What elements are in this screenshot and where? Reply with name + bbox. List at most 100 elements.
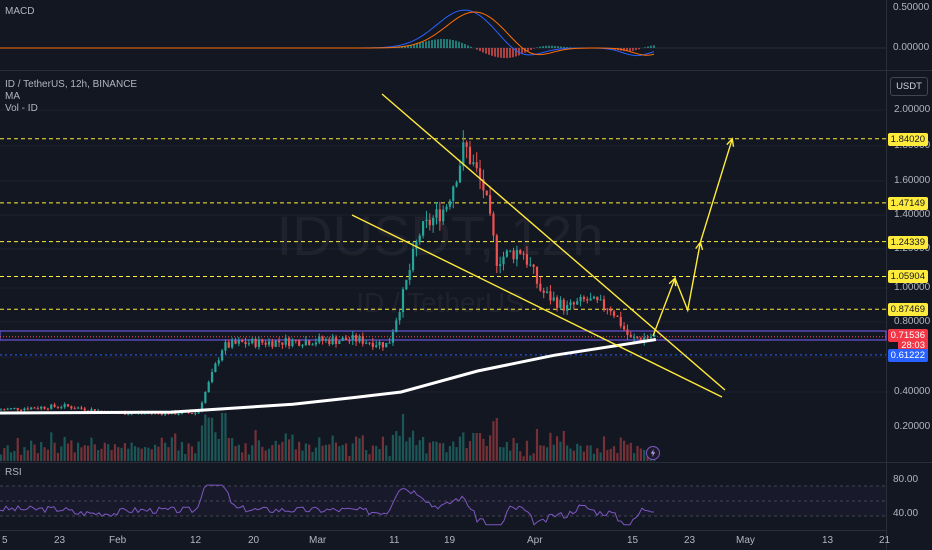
volume-bar [562,430,565,461]
volume-bar [66,443,70,461]
candle-body [264,342,267,345]
volume-bar [30,440,33,461]
candle-body [284,338,287,345]
candle-body [60,407,63,409]
volume-bar [284,433,287,461]
price-tag-level: 1.05904 [887,270,928,284]
candle-body [395,320,398,332]
volume-bar [395,431,398,461]
volume-bar [462,432,465,461]
volume-bar [489,435,492,461]
time-axis-label: 11 [389,535,400,546]
volume-bar [468,441,472,461]
time-axis-label: 19 [444,535,456,546]
candle-body [455,182,458,187]
candle-body [612,311,616,316]
volume-bar [636,445,639,461]
symbol-legend[interactable]: ID / TetherUS, 12h, BINANCE [5,79,138,90]
candle-body [241,340,244,342]
volume-bar [371,445,374,461]
macd-histogram-bar [569,47,571,48]
macd-histogram-bar [554,45,556,48]
volume-bar [301,450,304,461]
macd-histogram-bar [518,48,520,56]
volume-bar [133,446,137,461]
volume-legend[interactable]: Vol - ID [5,103,38,114]
volume-bar [304,443,307,461]
volume-bar [207,417,210,461]
macd-histogram-bar [542,46,544,48]
macd-histogram-bar [431,40,433,48]
projection-arrowhead [695,240,704,251]
candle-body [73,408,76,410]
volume-bar [569,448,572,461]
volume-bar [26,450,29,461]
ma-legend[interactable]: MA [5,91,20,102]
candle-body [452,186,455,201]
candle-body [592,296,596,299]
candle-body [408,270,411,280]
macd-axis-label: 0.00000 [893,42,930,53]
volume-bar [422,436,425,461]
volume-bar [482,438,485,461]
macd-histogram-bar [566,47,568,48]
candle-body [277,340,281,343]
volume-bar [110,449,113,461]
volume-bar [170,437,173,461]
candle-body [36,408,39,410]
macd-histogram-bar [434,39,436,48]
macd-histogram-bar [479,48,481,52]
lightning-icon[interactable] [646,446,660,460]
candle-body [334,337,338,344]
volume-bar [56,452,60,461]
candle-body [3,409,6,411]
volume-bar [344,443,348,461]
macd-histogram-bar [521,48,523,55]
volume-bar [599,452,602,461]
volume-bar [221,413,224,461]
volume-bar [3,448,6,461]
candle-body [33,407,36,409]
candle-body [56,406,60,408]
volume-bar [257,440,261,461]
price-axis-label: 1.40000 [894,209,931,220]
candle-body [83,408,86,411]
candle-body [499,264,502,266]
candle-body [482,179,485,191]
price-tag-level: 1.47149 [887,196,928,210]
candle-body [582,296,585,300]
volume-bar [6,445,9,461]
candle-body [639,338,642,341]
volume-bar [499,447,502,461]
volume-bar [231,438,234,461]
candle-body [308,340,311,345]
volume-bar [545,447,549,461]
volume-bar [194,453,197,461]
candle-body [609,309,612,312]
candle-body [623,326,626,330]
currency-button[interactable]: USDT [890,77,928,96]
candle-body [649,336,652,338]
volume-bar [472,433,475,461]
rsi-axis-label: 80.00 [893,474,919,485]
candle-body [629,334,632,338]
volume-bar [391,434,395,461]
volume-bar [365,450,368,461]
volume-bar [80,447,83,461]
trendline-drawings[interactable] [351,93,735,398]
volume-bar [174,433,177,461]
macd-histogram-bar [497,48,499,58]
candle-body [442,209,445,222]
volume-bar [227,437,230,461]
volume-bar [623,440,626,461]
candle-body [495,235,498,266]
volume-bar [378,449,381,461]
candle-body [388,342,391,344]
candle-body [338,340,341,344]
volume-bar [318,437,321,461]
volume-bar [633,453,636,461]
volume-bar [606,449,609,461]
candle-body [237,340,240,344]
candle-body [529,264,532,266]
